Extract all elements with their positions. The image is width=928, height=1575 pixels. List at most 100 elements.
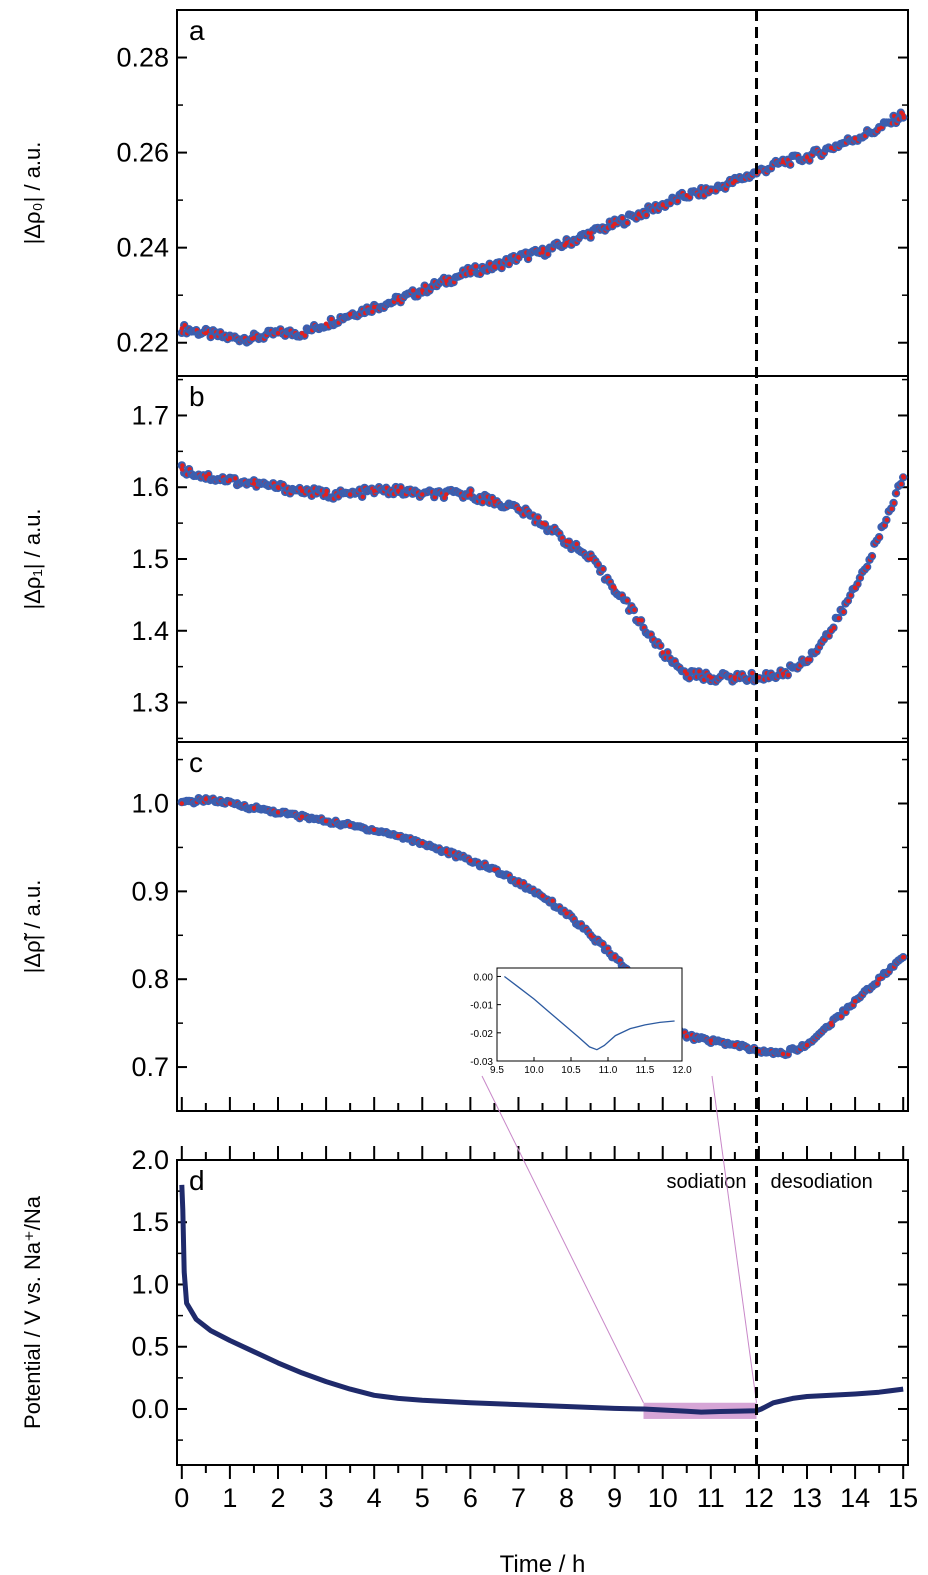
data-point	[371, 827, 377, 833]
panel-letter: b	[189, 381, 205, 412]
x-tick-label: 2	[270, 1483, 285, 1513]
data-point	[516, 880, 521, 885]
y-tick-label: 0.24	[116, 233, 169, 263]
inset-y-tick-label: -0.03	[470, 1057, 493, 1068]
data-point	[852, 998, 858, 1004]
y-axis-label: |Δρ₁| / a.u.	[20, 508, 45, 609]
data-markers	[177, 108, 908, 347]
data-point	[516, 254, 521, 260]
data-point	[323, 492, 329, 497]
data-point	[423, 283, 428, 288]
data-point	[203, 331, 209, 336]
data-point	[468, 858, 473, 863]
data-point	[882, 523, 887, 528]
data-point	[865, 564, 870, 570]
data-point	[839, 1014, 844, 1019]
data-point	[828, 628, 834, 633]
data-point	[507, 261, 512, 267]
plot-frame	[176, 375, 909, 743]
data-point	[612, 221, 617, 227]
data-point	[636, 617, 641, 623]
data-point	[708, 675, 714, 680]
data-markers	[177, 461, 908, 686]
data-point	[732, 675, 738, 680]
data-point	[601, 566, 606, 572]
data-point	[299, 814, 305, 819]
x-tick-label: 14	[840, 1483, 870, 1513]
data-point	[179, 326, 185, 331]
region-label-desodiation: desodiation	[771, 1171, 873, 1193]
data-point	[588, 235, 594, 240]
data-point	[858, 575, 863, 581]
data-point	[540, 246, 546, 252]
data-point	[588, 231, 593, 236]
inset-connector	[481, 1075, 644, 1403]
data-point	[540, 520, 545, 526]
data-point	[203, 796, 209, 802]
inset-frame	[496, 967, 683, 1062]
data-point	[684, 671, 689, 677]
data-point	[732, 178, 738, 184]
data-point	[396, 833, 401, 839]
data-point	[780, 159, 786, 165]
data-point	[848, 593, 854, 598]
y-tick-label: 0.8	[131, 964, 169, 994]
inset-y-tick-label: -0.01	[470, 1001, 493, 1012]
data-point	[564, 911, 569, 916]
x-tick-label: 12	[744, 1483, 774, 1513]
data-point	[206, 471, 212, 477]
x-tick-label: 5	[415, 1483, 430, 1513]
x-tick-label: 9	[607, 1483, 622, 1513]
data-point	[179, 801, 185, 806]
data-point	[596, 562, 601, 567]
data-point	[468, 492, 473, 497]
data-point	[786, 672, 791, 678]
data-point	[371, 488, 377, 494]
data-point	[612, 585, 617, 590]
panel-letter: a	[189, 15, 205, 46]
region-label-sodiation: sodiation	[666, 1171, 746, 1193]
inset-x-tick-label: 11.5	[636, 1065, 655, 1076]
data-point	[831, 625, 837, 630]
x-tick-label: 1	[222, 1483, 237, 1513]
panel-letter: d	[189, 1165, 205, 1196]
potential-curve	[179, 1184, 904, 1415]
data-point	[876, 977, 882, 982]
data-point	[780, 671, 786, 677]
data-point	[420, 492, 425, 497]
data-point	[665, 650, 671, 655]
inset-x-tick-label: 10.5	[561, 1065, 581, 1076]
panels: 0.220.240.260.28|Δρ₀| / a.u.a1.31.41.51.…	[20, 9, 918, 1575]
data-point	[233, 476, 238, 481]
x-tick-label: 10	[648, 1483, 678, 1513]
data-point	[540, 893, 545, 898]
data-point	[227, 477, 233, 483]
x-tick-label: 4	[367, 1483, 382, 1513]
data-point	[492, 867, 497, 872]
x-tick-label: 15	[888, 1483, 918, 1513]
data-point	[492, 499, 497, 504]
data-point	[179, 467, 185, 472]
data-point	[468, 488, 474, 493]
y-tick-label: 2.0	[131, 1145, 169, 1175]
data-point	[550, 898, 555, 904]
data-point	[852, 136, 858, 141]
data-point	[625, 598, 630, 603]
y-tick-label: 1.0	[131, 1269, 169, 1299]
data-point	[884, 517, 890, 523]
data-point	[480, 499, 486, 505]
data-point	[500, 265, 505, 271]
panel-a: 0.22 0.24 0.26 0.28 |Δρ₀| / a.u. a	[20, 9, 909, 377]
data-point	[750, 670, 755, 676]
data-point	[444, 278, 449, 284]
data-point	[684, 193, 689, 198]
data-point	[251, 481, 257, 486]
inset-x-tick-label: 9.5	[490, 1065, 504, 1076]
data-point	[182, 323, 188, 328]
x-tick-label: 3	[319, 1483, 334, 1513]
x-tick-label: 0	[174, 1483, 189, 1513]
inset-x-tick-label: 10.0	[524, 1065, 544, 1076]
data-point	[209, 334, 214, 340]
data-point	[588, 556, 593, 562]
